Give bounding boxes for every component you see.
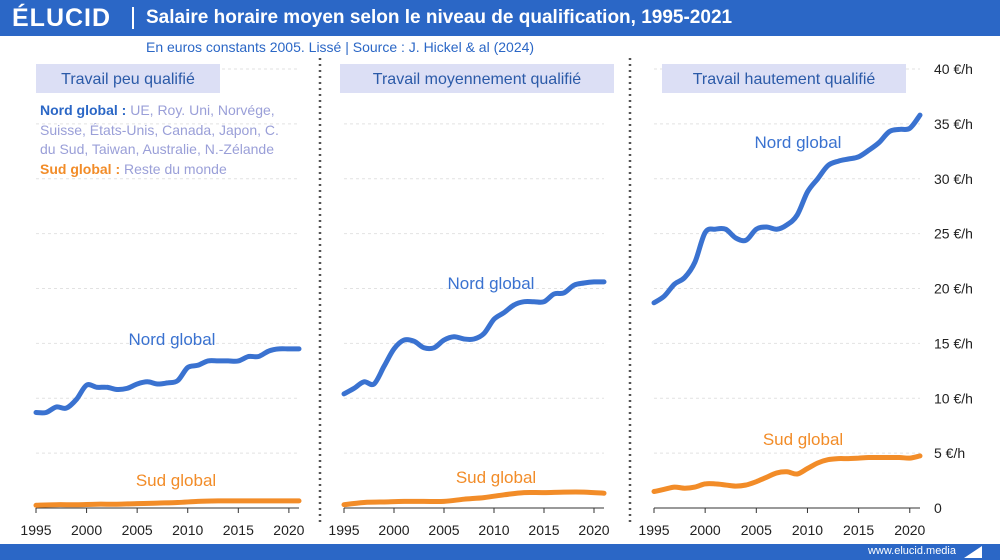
panel-title: Travail hautement qualifié xyxy=(693,71,876,88)
series-line-nord xyxy=(33,346,302,416)
x-tick-label: 2015 xyxy=(843,522,874,538)
legend-nord-label: Nord global : xyxy=(40,102,127,118)
y-tick-label: 10 €/h xyxy=(934,390,973,406)
panel-title-background xyxy=(36,64,220,93)
x-tick-label: 2010 xyxy=(172,522,203,538)
y-tick-label: 15 €/h xyxy=(934,335,973,351)
legend-sud-label: Sud global : xyxy=(40,160,121,177)
y-tick-label: 25 €/h xyxy=(934,226,973,242)
header-bar xyxy=(0,0,1000,36)
legend: Nord global : UE, Roy. Uni, Norvége, Sui… xyxy=(40,101,280,179)
chart-subtitle: En euros constants 2005. Lissé | Source … xyxy=(146,39,535,55)
series-line-sud xyxy=(33,498,302,508)
y-tick-label: 35 €/h xyxy=(934,116,973,132)
chart-canvas: 0 5 €/h 10 €/h 15 €/h 20 €/h 25 €/h 30 €/h 35 €… xyxy=(20,58,973,538)
y-tick-label: 5 €/h xyxy=(934,445,965,461)
series-label-nord: Nord global xyxy=(129,330,216,349)
panel-title: Travail moyennement qualifié xyxy=(373,71,582,88)
series-line-sud xyxy=(341,489,607,508)
footer-bar: www.elucid.media xyxy=(0,544,1000,560)
x-tick-label: 2000 xyxy=(378,522,409,538)
series-label-sud: Sud global xyxy=(136,471,216,490)
x-tick-label: 2020 xyxy=(273,522,304,538)
x-tick-label: 2020 xyxy=(578,522,609,538)
panel-title: Travail peu qualifié xyxy=(61,71,195,88)
y-tick-label: 0 xyxy=(934,500,942,516)
legend-sud-text: Reste du monde xyxy=(120,160,227,177)
series-label-nord: Nord global xyxy=(448,274,535,293)
panel-title-background xyxy=(340,64,614,93)
footer-url-link[interactable]: www.elucid.media xyxy=(867,545,956,557)
series-label-sud: Sud global xyxy=(456,468,536,487)
series-label-nord: Nord global xyxy=(755,133,842,152)
x-tick-label: 2020 xyxy=(894,522,925,538)
y-tick-label: 30 €/h xyxy=(934,171,973,187)
series-line-nord xyxy=(651,112,923,306)
x-tick-label: 2000 xyxy=(690,522,721,538)
x-tick-label: 2015 xyxy=(223,522,254,538)
x-tick-label: 2015 xyxy=(528,522,559,538)
panel-title-background xyxy=(662,64,906,93)
series-line-nord xyxy=(341,279,607,397)
chart-title: Salaire horaire moyen selon le niveau de… xyxy=(146,7,733,28)
elucid-logo[interactable]: ÉLUCID xyxy=(12,4,112,32)
x-tick-label: 1995 xyxy=(328,522,359,538)
y-tick-label: 20 €/h xyxy=(934,281,973,297)
x-tick-label: 2010 xyxy=(478,522,509,538)
x-tick-label: 2005 xyxy=(428,522,459,538)
x-tick-label: 1995 xyxy=(638,522,669,538)
series-label-sud: Sud global xyxy=(763,430,843,449)
x-tick-label: 2005 xyxy=(122,522,153,538)
x-tick-label: 2005 xyxy=(741,522,772,538)
logo-separator xyxy=(132,7,134,29)
x-tick-label: 1995 xyxy=(20,522,51,538)
elucid-mark-icon xyxy=(964,546,982,558)
legend-nord-text: UE, Roy. Uni, Norvége, Suisse, États-Uni… xyxy=(40,102,279,157)
y-tick-label: 40 €/h xyxy=(934,61,973,77)
series-line-sud xyxy=(651,453,923,494)
x-tick-label: 2000 xyxy=(71,522,102,538)
x-tick-label: 2010 xyxy=(792,522,823,538)
